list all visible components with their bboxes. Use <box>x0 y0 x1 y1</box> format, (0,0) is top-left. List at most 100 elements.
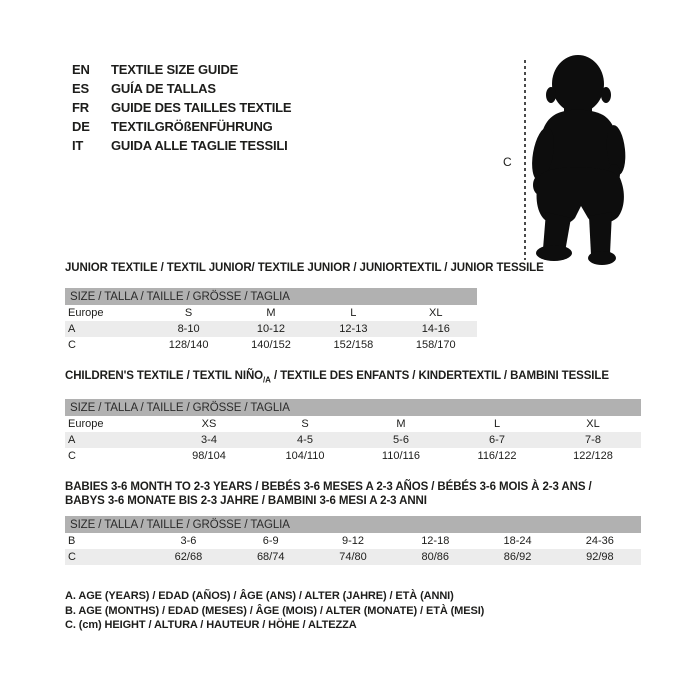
children-title-part2: / TEXTILE DES ENFANTS / KINDERTEXTIL / B… <box>270 370 609 382</box>
children-table-title: CHILDREN'S TEXTILE / TEXTIL NIÑO/A / TEX… <box>65 370 641 386</box>
junior-table-title: JUNIOR TEXTILE / TEXTIL JUNIOR/ TEXTILE … <box>65 262 544 274</box>
language-row-en: EN TEXTILE SIZE GUIDE <box>72 60 291 79</box>
junior-table: SIZE / TALLA / TAILLE / GRÖSSE / TAGLIA … <box>65 288 477 353</box>
babies-title-line1: BABIES 3-6 MONTH TO 2-3 YEARS / BEBÉS 3-… <box>65 481 592 494</box>
height-marker-label: C <box>503 155 512 169</box>
note-a: A. AGE (YEARS) / EDAD (AÑOS) / ÂGE (ANS)… <box>65 590 454 603</box>
children-title-part1: CHILDREN'S TEXTILE / TEXTIL NIÑO <box>65 370 264 382</box>
junior-table-section: JUNIOR TEXTILE / TEXTIL JUNIOR/ TEXTILE … <box>65 262 641 353</box>
size-cell: 92/98 <box>558 549 641 566</box>
table-row: A 3-4 4-5 5-6 6-7 7-8 <box>65 432 641 449</box>
size-cell: 4-5 <box>257 432 353 449</box>
size-cell: M <box>266 307 276 319</box>
children-title-subscript: /A <box>263 375 271 385</box>
language-code: IT <box>72 138 84 153</box>
size-cell: 158/170 <box>415 339 456 351</box>
size-header-cell: SIZE / TALLA / TAILLE / GRÖSSE / TAGLIA <box>65 288 477 305</box>
size-cell: 12-18 <box>421 535 450 548</box>
language-code: DE <box>72 119 90 134</box>
babies-table: SIZE / TALLA / TAILLE / GRÖSSE / TAGLIA … <box>65 516 641 566</box>
size-cell: L <box>493 418 501 431</box>
size-cell: 116/122 <box>477 450 517 463</box>
language-label: GUÍA DE TALLAS <box>111 81 216 96</box>
size-cell: 3-4 <box>161 432 257 449</box>
size-cell: 5-6 <box>353 432 449 449</box>
language-row-de: DE TEXTILGRÖßENFÜHRUNG <box>72 117 291 136</box>
size-cell: 3-6 <box>180 535 197 548</box>
row-label: A <box>65 321 148 337</box>
size-cell: 110/116 <box>381 450 421 463</box>
size-cell: 86/92 <box>476 549 559 566</box>
language-code: FR <box>72 100 89 115</box>
row-label: B <box>68 535 76 548</box>
language-row-it: IT GUIDA ALLE TAGLIE TESSILI <box>72 136 291 155</box>
size-header-row: SIZE / TALLA / TAILLE / GRÖSSE / TAGLIA <box>65 399 641 417</box>
size-cell: M <box>396 418 406 431</box>
size-cell: XS <box>201 418 217 431</box>
row-label: A <box>65 432 161 449</box>
table-row: Europe XS S M L XL <box>65 416 641 432</box>
size-cell: 12-13 <box>312 321 395 337</box>
babies-table-section: BABIES 3-6 MONTH TO 2-3 YEARS / BEBÉS 3-… <box>65 481 641 566</box>
row-label: Europe <box>68 418 104 431</box>
size-cell: 18-24 <box>503 535 532 548</box>
size-cell: 9-12 <box>341 535 364 548</box>
language-code: ES <box>72 81 89 96</box>
height-measure-dashed-line <box>524 60 526 260</box>
size-cell: 98/104 <box>192 450 226 463</box>
size-header-cell: SIZE / TALLA / TAILLE / GRÖSSE / TAGLIA <box>65 516 641 534</box>
size-header-row: SIZE / TALLA / TAILLE / GRÖSSE / TAGLIA <box>65 516 641 534</box>
row-label: C <box>68 339 76 351</box>
table-row: Europe S M L XL <box>65 305 477 321</box>
table-row: C 62/68 68/74 74/80 80/86 86/92 92/98 <box>65 549 641 566</box>
size-cell: 152/158 <box>333 339 374 351</box>
language-label: GUIDE DES TAILLES TEXTILE <box>111 100 292 115</box>
note-b: B. AGE (MONTHS) / EDAD (MESES) / ÂGE (MO… <box>65 604 485 617</box>
size-cell: 80/86 <box>394 549 477 566</box>
size-cell: 14-16 <box>394 321 477 337</box>
row-label: C <box>65 549 148 566</box>
table-row: C 128/140 140/152 152/158 158/170 <box>65 337 477 353</box>
size-cell: 140/152 <box>251 339 291 351</box>
size-cell: XL <box>586 418 600 431</box>
size-cell: 6-9 <box>262 535 279 548</box>
size-tables: JUNIOR TEXTILE / TEXTIL JUNIOR/ TEXTILE … <box>65 262 641 633</box>
table-row: B 3-6 6-9 9-12 12-18 18-24 24-36 <box>65 533 641 549</box>
size-header-row: SIZE / TALLA / TAILLE / GRÖSSE / TAGLIA <box>65 288 477 305</box>
size-cell: 6-7 <box>449 432 545 449</box>
size-cell: 8-10 <box>147 321 230 337</box>
size-cell: 62/68 <box>147 549 230 566</box>
babies-table-title: BABIES 3-6 MONTH TO 2-3 YEARS / BEBÉS 3-… <box>65 481 641 508</box>
size-cell: S <box>184 307 193 319</box>
legend-notes: A. AGE (YEARS) / EDAD (AÑOS) / ÂGE (ANS)… <box>65 589 641 633</box>
children-table: SIZE / TALLA / TAILLE / GRÖSSE / TAGLIA … <box>65 399 641 464</box>
size-cell: 122/128 <box>573 450 613 463</box>
language-guide: EN TEXTILE SIZE GUIDE ES GUÍA DE TALLAS … <box>72 60 292 155</box>
size-cell: S <box>301 418 309 431</box>
row-label: Europe <box>68 307 104 319</box>
size-header-cell: SIZE / TALLA / TAILLE / GRÖSSE / TAGLIA <box>65 399 641 417</box>
note-c: C. (cm) HEIGHT / ALTURA / HAUTEUR / HÖHE… <box>65 619 357 632</box>
size-cell: 10-12 <box>229 321 313 337</box>
size-cell: L <box>350 307 357 319</box>
children-table-section: CHILDREN'S TEXTILE / TEXTIL NIÑO/A / TEX… <box>65 370 641 464</box>
row-label: C <box>68 450 76 463</box>
language-label: TEXTILGRÖßENFÜHRUNG <box>111 119 273 134</box>
language-row-fr: FR GUIDE DES TAILLES TEXTILE <box>72 98 292 117</box>
size-cell: 24-36 <box>585 535 614 548</box>
table-row: A 8-10 10-12 12-13 14-16 <box>65 321 477 337</box>
baby-silhouette <box>532 55 626 265</box>
language-label: TEXTILE SIZE GUIDE <box>111 62 239 77</box>
language-label: GUIDA ALLE TAGLIE TESSILI <box>111 138 288 153</box>
babies-title-line2: BABYS 3-6 MONATE BIS 2-3 JAHRE / BAMBINI… <box>65 494 427 507</box>
size-cell: 74/80 <box>311 549 395 566</box>
size-cell: 68/74 <box>229 549 312 566</box>
size-cell: 104/110 <box>285 450 325 463</box>
size-cell: 128/140 <box>168 339 209 351</box>
language-code: EN <box>72 62 90 77</box>
size-cell: 7-8 <box>545 432 641 449</box>
language-row-es: ES GUÍA DE TALLAS <box>72 79 291 98</box>
size-cell: XL <box>429 307 443 319</box>
table-row: C 98/104 104/110 110/116 116/122 122/128 <box>65 448 641 464</box>
